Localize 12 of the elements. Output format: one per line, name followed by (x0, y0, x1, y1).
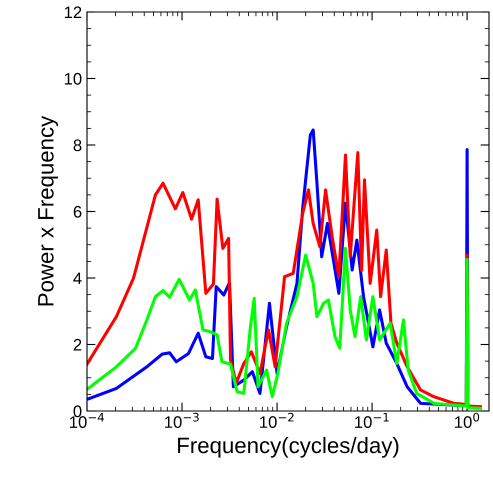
y-tick-label: 4 (73, 272, 82, 284)
y-axis-title: Power x Frequency (38, 116, 58, 306)
y-tick-label: 2 (74, 338, 82, 351)
y-tick-label: 10 (64, 72, 82, 85)
x-tick-label: 10$^{−1}$ (355, 412, 389, 428)
x-tick-label: 10$^{−2}$ (260, 412, 294, 428)
y-tick-label: 6 (74, 206, 82, 218)
y-tick-label: 8 (74, 139, 82, 152)
x-axis-title: Frequency(cycles/day) (178, 436, 398, 458)
x-tick-label: 10$^{−3}$ (165, 412, 199, 428)
x-tick-label: 10$^{0}$ (455, 412, 480, 428)
y-tick-label: 12 (64, 6, 82, 18)
